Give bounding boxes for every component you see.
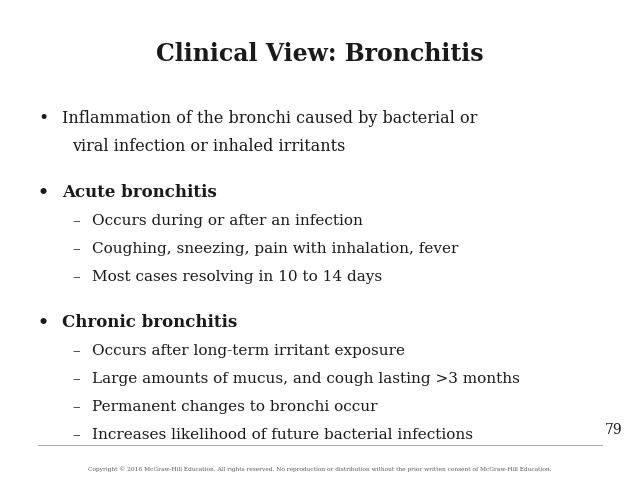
Text: Clinical View: Bronchitis: Clinical View: Bronchitis: [156, 42, 484, 66]
Text: •: •: [38, 110, 48, 127]
Text: –: –: [72, 400, 79, 414]
Text: Chronic bronchitis: Chronic bronchitis: [62, 314, 237, 331]
Text: Most cases resolving in 10 to 14 days: Most cases resolving in 10 to 14 days: [92, 270, 382, 284]
Text: –: –: [72, 270, 79, 284]
Text: Coughing, sneezing, pain with inhalation, fever: Coughing, sneezing, pain with inhalation…: [92, 242, 458, 256]
Text: Permanent changes to bronchi occur: Permanent changes to bronchi occur: [92, 400, 378, 414]
Text: –: –: [72, 428, 79, 442]
Text: –: –: [72, 242, 79, 256]
Text: Increases likelihood of future bacterial infections: Increases likelihood of future bacterial…: [92, 428, 473, 442]
Text: 79: 79: [604, 423, 622, 437]
Text: Inflammation of the bronchi caused by bacterial or: Inflammation of the bronchi caused by ba…: [62, 110, 477, 127]
Text: •: •: [38, 184, 49, 201]
Text: –: –: [72, 214, 79, 228]
Text: •: •: [38, 314, 49, 331]
Text: Occurs after long-term irritant exposure: Occurs after long-term irritant exposure: [92, 344, 405, 358]
Text: –: –: [72, 372, 79, 386]
Text: Large amounts of mucus, and cough lasting >3 months: Large amounts of mucus, and cough lastin…: [92, 372, 520, 386]
Text: viral infection or inhaled irritants: viral infection or inhaled irritants: [72, 138, 346, 155]
Text: Acute bronchitis: Acute bronchitis: [62, 184, 217, 201]
Text: –: –: [72, 344, 79, 358]
Text: Copyright © 2016 McGraw-Hill Education. All rights reserved. No reproduction or : Copyright © 2016 McGraw-Hill Education. …: [88, 467, 552, 472]
Text: Occurs during or after an infection: Occurs during or after an infection: [92, 214, 363, 228]
